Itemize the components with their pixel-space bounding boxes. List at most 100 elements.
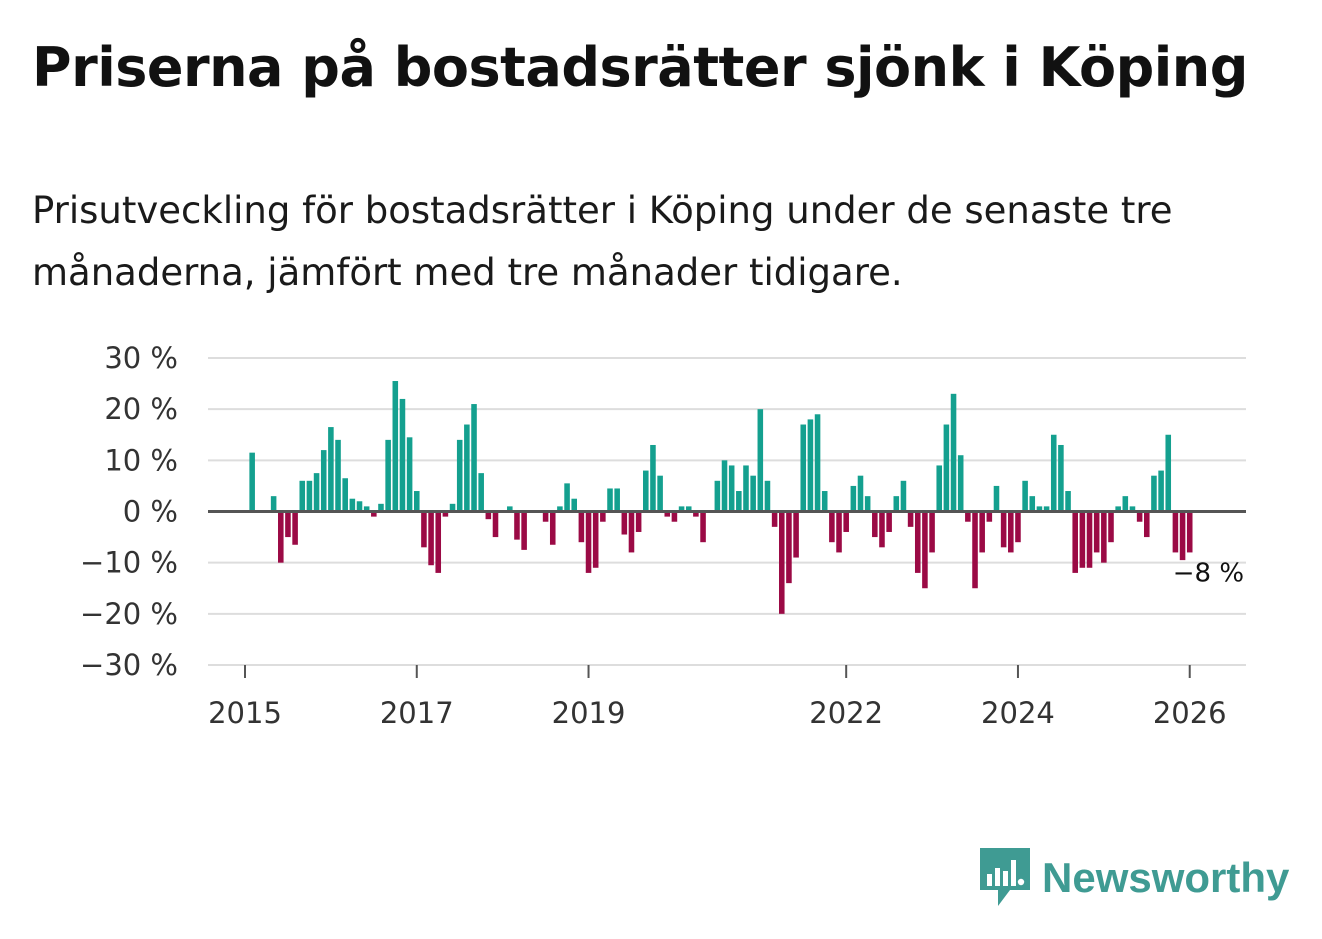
bar xyxy=(1022,480,1028,512)
bar xyxy=(392,381,399,512)
bar xyxy=(449,503,456,512)
bar xyxy=(807,419,814,512)
bar xyxy=(1008,511,1014,553)
bar xyxy=(356,501,363,512)
bar xyxy=(1036,506,1043,512)
bar xyxy=(435,511,442,573)
bar xyxy=(600,511,606,522)
bar xyxy=(549,511,556,545)
bar xyxy=(664,511,671,517)
bar xyxy=(571,498,577,512)
bar xyxy=(1144,511,1150,538)
bar xyxy=(1043,506,1050,512)
bar xyxy=(557,506,563,512)
bar xyxy=(986,511,993,522)
bar xyxy=(471,404,477,512)
bar xyxy=(907,511,914,527)
bar xyxy=(442,511,449,517)
bar xyxy=(1179,511,1186,561)
bar xyxy=(1158,470,1164,512)
bar xyxy=(850,485,857,512)
bar xyxy=(943,424,950,512)
x-tick-label: 2017 xyxy=(380,696,454,730)
bar xyxy=(836,511,842,553)
bar xyxy=(728,465,735,512)
bar xyxy=(1079,511,1086,568)
bar xyxy=(1086,511,1093,568)
bar xyxy=(750,475,756,512)
bar xyxy=(413,491,420,512)
bar xyxy=(950,393,957,512)
bar xyxy=(485,511,492,520)
axis-layer: 30 % 20 % 10 % 0 % −10 % −20 % −30 % 2015 2017 20… xyxy=(80,341,1246,730)
bar xyxy=(1129,506,1136,512)
bar xyxy=(514,511,520,540)
latest-value-label: −8 % xyxy=(1173,558,1244,588)
bar xyxy=(936,465,943,512)
bar xyxy=(814,414,821,512)
bar xyxy=(914,511,921,573)
bar xyxy=(922,511,928,589)
bar xyxy=(564,483,570,512)
bar xyxy=(349,498,356,512)
bar xyxy=(721,460,728,512)
bar xyxy=(1108,511,1114,543)
x-tick-label: 2015 xyxy=(208,696,282,730)
x-tick-label: 2026 xyxy=(1153,696,1227,730)
y-tick-label: 20 % xyxy=(104,392,178,426)
bar xyxy=(700,511,706,543)
bar xyxy=(693,511,699,517)
bar xyxy=(249,452,255,512)
bar xyxy=(979,511,985,553)
bar xyxy=(299,480,306,512)
bar xyxy=(872,511,878,538)
bar xyxy=(428,511,434,566)
page-title: Priserna på bostadsrätter sjönk i Köping xyxy=(32,36,1248,99)
bar xyxy=(886,511,892,532)
bar xyxy=(929,511,935,553)
bar xyxy=(1172,511,1179,553)
brand-name: Newsworthy xyxy=(1042,854,1290,901)
bar xyxy=(371,511,377,517)
bar xyxy=(779,511,785,614)
brand-logo: Newsworthy xyxy=(980,848,1289,908)
bar xyxy=(1165,434,1172,512)
bar xyxy=(635,511,642,532)
bar xyxy=(1065,491,1071,512)
bar xyxy=(821,491,828,512)
bar xyxy=(313,473,320,512)
bar xyxy=(757,409,764,512)
bar xyxy=(1093,511,1100,553)
x-tick-label: 2022 xyxy=(809,696,883,730)
bar xyxy=(864,496,871,512)
bar xyxy=(378,503,384,512)
bar xyxy=(857,475,864,512)
bar xyxy=(879,511,885,548)
bar xyxy=(270,496,277,512)
page-subtitle: Prisutveckling för bostadsrätter i Köpin… xyxy=(32,189,1173,294)
bar xyxy=(650,444,656,512)
bar xyxy=(786,511,792,584)
bar xyxy=(1122,496,1129,512)
bar xyxy=(1101,511,1107,563)
bar xyxy=(671,511,678,522)
bar xyxy=(335,439,341,512)
bar xyxy=(957,455,964,512)
bar xyxy=(800,424,807,512)
bar xyxy=(478,473,484,512)
bar xyxy=(585,511,592,573)
bar xyxy=(521,511,527,550)
bar xyxy=(1058,444,1064,512)
bar xyxy=(342,478,348,512)
x-tick-label: 2019 xyxy=(552,696,626,730)
x-tick-label: 2024 xyxy=(981,696,1055,730)
newsworthy-logo-icon xyxy=(980,848,1030,906)
bar xyxy=(843,511,849,532)
bar xyxy=(657,475,663,512)
bar xyxy=(1050,434,1057,512)
bar xyxy=(607,488,613,512)
bar xyxy=(614,488,620,512)
bar xyxy=(399,398,406,512)
bar xyxy=(285,511,291,538)
y-tick-label: −10 % xyxy=(80,546,178,580)
